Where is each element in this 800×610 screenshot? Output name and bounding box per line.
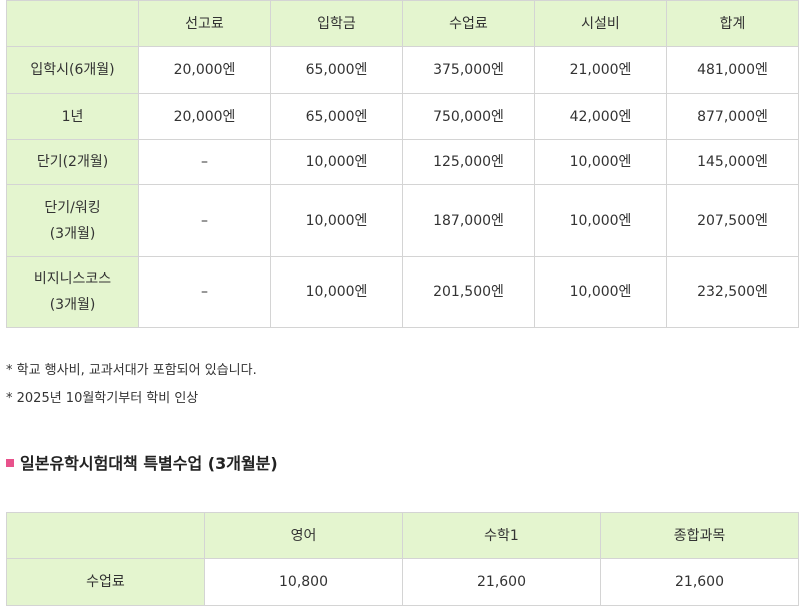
exam-cell-math1: 21,600 [402,558,601,606]
fee-cell-total: 207,500엔 [666,184,799,257]
fee-row-label: 1년 [6,93,139,140]
fee-row-label: 입학시(6개월) [6,46,139,94]
fee-row-working-3months: 단기/워킹 (3개월) – 10,000엔 187,000엔 10,000엔 2… [6,184,799,257]
exam-cell-general: 21,600 [600,558,799,606]
exam-prep-table: 영어 수학1 종합과목 수업료 10,800 21,600 21,600 [6,512,799,606]
section-title-text: 일본유학시험대책 특별수업 (3개월분) [20,454,278,473]
fee-row-label: 비지니스코스 (3개월) [6,256,139,328]
fee-notes: * 학교 행사비, 교과서대가 포함되어 있습니다. * 2025년 10월학기… [6,357,257,413]
fee-cell-admission: 65,000엔 [270,93,403,140]
fee-cell-admission: 10,000엔 [270,139,403,185]
exam-header-general: 종합과목 [600,512,799,559]
fee-row-label: 단기(2개월) [6,139,139,185]
fee-cell-exam-fee: – [138,139,271,185]
note-tuition-increase: * 2025년 10월학기부터 학비 인상 [6,391,199,406]
fee-cell-exam-fee: – [138,184,271,257]
exam-row-tuition: 수업료 10,800 21,600 21,600 [6,558,799,606]
fee-header-admission: 입학금 [270,0,403,47]
fee-header-exam-fee: 선고료 [138,0,271,47]
fee-row-label-text: 입학시(6개월) [30,62,115,78]
exam-cell-english: 10,800 [204,558,403,606]
fee-row-label-line2: (3개월) [49,225,96,242]
note-included-items: * 학교 행사비, 교과서대가 포함되어 있습니다. [6,363,257,378]
fee-cell-total: 877,000엔 [666,93,799,140]
fee-header-facility: 시설비 [534,0,667,47]
fee-cell-total: 481,000엔 [666,46,799,94]
fee-cell-exam-fee: 20,000엔 [138,93,271,140]
fee-cell-facility: 21,000엔 [534,46,667,94]
fee-cell-tuition: 750,000엔 [402,93,535,140]
fee-row-label-line2: (3개월) [49,297,96,313]
fee-header-tuition: 수업료 [402,0,535,47]
fee-cell-exam-fee: – [138,256,271,328]
fee-row-label-line1: 비지니스코스 [33,271,112,287]
exam-table-header-row: 영어 수학1 종합과목 [6,512,799,559]
fee-cell-tuition: 201,500엔 [402,256,535,328]
fee-cell-admission: 65,000엔 [270,46,403,94]
fee-table: 선고료 입학금 수업료 시설비 합계 입학시(6개월) 20,000엔 65,0… [6,0,799,328]
fee-cell-tuition: 125,000엔 [402,139,535,185]
exam-header-english: 영어 [204,512,403,559]
fee-cell-facility: 42,000엔 [534,93,667,140]
fee-row-1year: 1년 20,000엔 65,000엔 750,000엔 42,000엔 877,… [6,93,799,140]
exam-header-corner [6,512,205,559]
section-title: 일본유학시험대책 특별수업 (3개월분) [6,450,278,474]
fee-cell-tuition: 187,000엔 [402,184,535,257]
fee-row-short-2months: 단기(2개월) – 10,000엔 125,000엔 10,000엔 145,0… [6,139,799,185]
fee-row-business-3months: 비지니스코스 (3개월) – 10,000엔 201,500엔 10,000엔 … [6,256,799,328]
fee-cell-total: 232,500엔 [666,256,799,328]
fee-table-header-row: 선고료 입학금 수업료 시설비 합계 [6,0,799,47]
fee-cell-tuition: 375,000엔 [402,46,535,94]
exam-row-label: 수업료 [6,558,205,606]
fee-header-total: 합계 [666,0,799,47]
fee-cell-admission: 10,000엔 [270,184,403,257]
fee-row-label-text: 1년 [61,108,84,125]
fee-row-label-text: 단기(2개월) [36,154,109,170]
fee-row-label: 단기/워킹 (3개월) [6,184,139,257]
fee-cell-facility: 10,000엔 [534,139,667,185]
fee-cell-facility: 10,000엔 [534,256,667,328]
exam-header-math1: 수학1 [402,512,601,559]
fee-header-corner [6,0,139,47]
fee-row-label-line1: 단기/워킹 [44,199,101,216]
fee-cell-exam-fee: 20,000엔 [138,46,271,94]
pink-square-bullet-icon [6,459,14,467]
fee-cell-total: 145,000엔 [666,139,799,185]
fee-cell-admission: 10,000엔 [270,256,403,328]
fee-row-6months: 입학시(6개월) 20,000엔 65,000엔 375,000엔 21,000… [6,46,799,94]
fee-cell-facility: 10,000엔 [534,184,667,257]
